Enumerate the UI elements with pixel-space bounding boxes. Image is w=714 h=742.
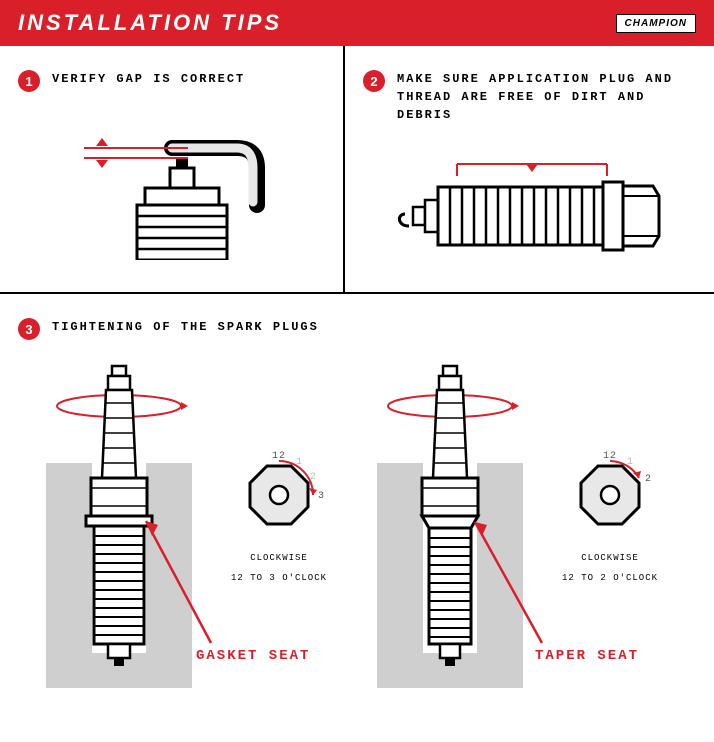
taper-seat-label: TAPER SEAT: [535, 648, 639, 664]
gasket-seat-block: 12 1 2 3 CLOCKWISE 12 TO 3 O'CLOCK GASKE…: [36, 358, 357, 718]
plugs-row: 12 1 2 3 CLOCKWISE 12 TO 3 O'CLOCK GASKE…: [18, 358, 696, 718]
gasket-dial-l1: CLOCKWISE: [231, 552, 327, 566]
step-3-panel: 3 Tightening of the spark plugs: [0, 294, 714, 742]
taper-dial-l1: CLOCKWISE: [562, 552, 658, 566]
step-1-badge: 1: [18, 70, 40, 92]
tick-12: 12: [272, 451, 286, 462]
step-3-head: 3 Tightening of the spark plugs: [18, 318, 696, 340]
gasket-seat-label: GASKET SEAT: [196, 648, 310, 664]
thread-diagram: [363, 142, 696, 272]
header-bar: INSTALLATION TIPS CHAMPION: [0, 0, 714, 46]
gasket-dial-l2: 12 TO 3 O'CLOCK: [231, 572, 327, 586]
header-title: INSTALLATION TIPS: [18, 10, 282, 36]
tick-12: 12: [603, 451, 617, 462]
step-2-badge: 2: [363, 70, 385, 92]
brand-logo: CHAMPION: [616, 14, 696, 33]
step-1-panel: 1 Verify gap is correct: [0, 46, 345, 292]
step-2-text: Make sure application plug and thread ar…: [397, 70, 696, 124]
taper-dial: 12 1 2 CLOCKWISE 12 TO 2 O'CLOCK: [562, 448, 658, 585]
step-3-badge: 3: [18, 318, 40, 340]
step-1-head: 1 Verify gap is correct: [18, 70, 325, 92]
tick-2: 2: [645, 474, 652, 485]
tick-1: 1: [296, 457, 303, 468]
taper-seat-block: 12 1 2 CLOCKWISE 12 TO 2 O'CLOCK TAPER S…: [367, 358, 688, 718]
gasket-dial: 12 1 2 3 CLOCKWISE 12 TO 3 O'CLOCK: [231, 448, 327, 585]
tick-3: 3: [318, 491, 325, 502]
tick-1: 1: [627, 457, 634, 468]
step-2-head: 2 Make sure application plug and thread …: [363, 70, 696, 124]
gap-diagram: [18, 110, 325, 260]
top-panels: 1 Verify gap is correct: [0, 46, 714, 294]
step-3-text: Tightening of the spark plugs: [52, 318, 319, 336]
tick-2: 2: [310, 472, 317, 483]
taper-dial-l2: 12 TO 2 O'CLOCK: [562, 572, 658, 586]
step-1-text: Verify gap is correct: [52, 70, 245, 88]
step-2-panel: 2 Make sure application plug and thread …: [345, 46, 714, 292]
